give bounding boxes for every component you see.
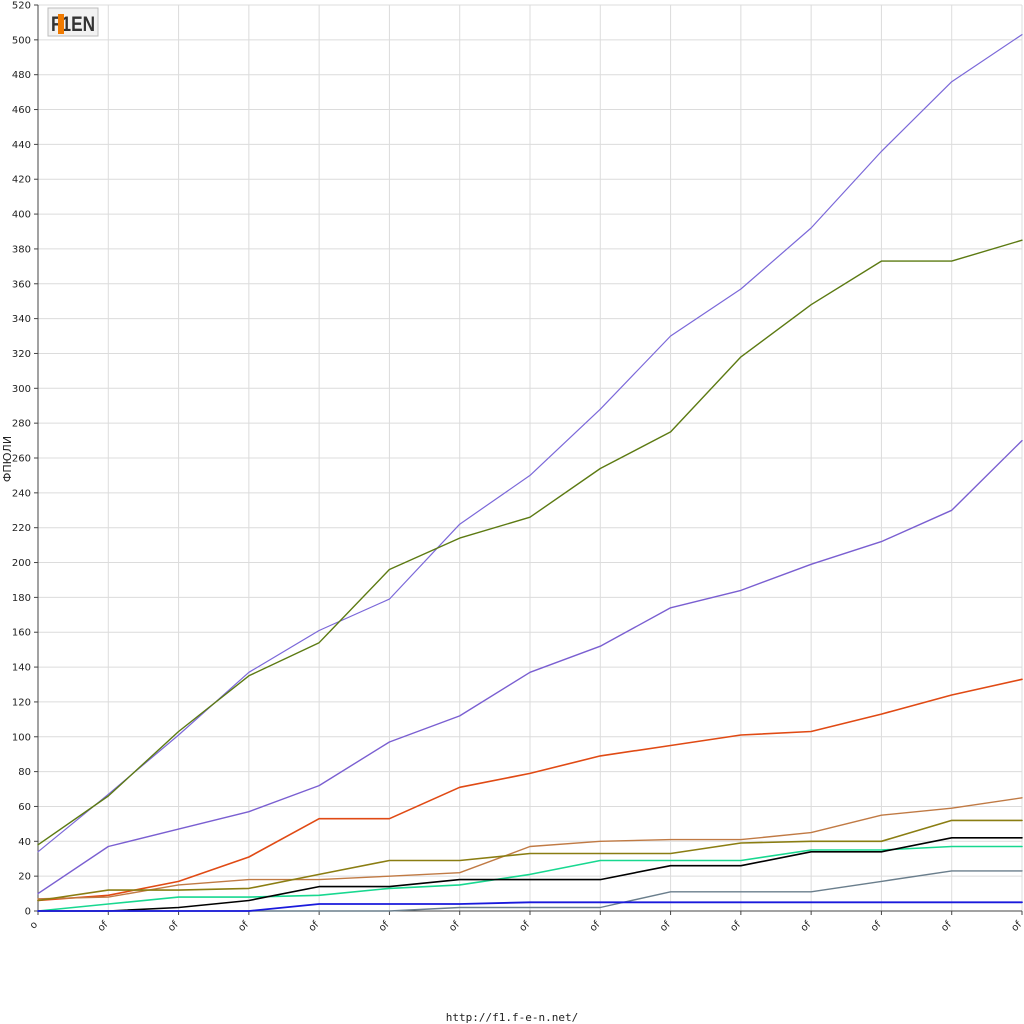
y-tick-label: 240 [12,488,31,499]
footer-url: http://f1.f-e-n.net/ [446,1011,578,1024]
x-tick-label: of [728,919,743,934]
y-tick-label: 20 [18,872,31,883]
y-tick-label: 320 [12,349,31,360]
series-line-10 [37,901,1023,912]
x-tick-label: of [588,919,603,934]
y-tick-label: 500 [12,35,31,46]
y-tick-label: 40 [18,837,31,848]
y-tick-label: 140 [12,663,31,674]
axis-layer: 0 20 40 60 80 100 120 140 160 180 200 220 240 260 280 3… [12,1,1024,934]
y-tick-label: 220 [12,523,31,534]
x-tick-label: of [939,919,954,934]
x-tick-label: of [96,919,111,934]
y-tick-label: 260 [12,454,31,465]
series-layer [37,33,1023,912]
y-tick-label: 380 [12,244,31,255]
x-tick-label: of [377,919,392,934]
grid-layer [38,4,1023,912]
y-tick-label: 120 [12,697,31,708]
x-tick-label: of [307,919,322,934]
x-tick-label: of [518,919,533,934]
series-line-6 [37,819,1023,902]
y-tick-label: 0 [25,907,31,918]
x-tick-label: o [28,919,40,931]
series-line-2 [37,239,1023,846]
y-axis-label: ФПЮЛИ [1,436,14,482]
series-line-7 [37,845,1023,912]
x-tick-label: of [166,919,181,934]
x-tick-label: of [658,919,673,934]
logo: F1EN [47,7,99,37]
x-tick-label: of [236,919,251,934]
y-tick-label: 420 [12,175,31,186]
x-tick-label: of [1010,919,1024,934]
x-tick-label: of [869,919,884,934]
x-tick-label: of [447,919,462,934]
y-tick-label: 80 [18,767,31,778]
y-tick-label: 340 [12,314,31,325]
y-tick-label: 60 [18,802,31,813]
series-line-1 [37,33,1023,853]
logo-text: F1EN [51,13,95,36]
x-tick-label: of [799,919,814,934]
y-tick-label: 100 [12,732,31,743]
y-tick-label: 160 [12,628,31,639]
y-tick-label: 400 [12,210,31,221]
series-line-4 [37,678,1023,902]
y-tick-label: 440 [12,140,31,151]
y-tick-label: 520 [12,1,31,12]
series-line-5 [37,797,1023,900]
y-tick-label: 360 [12,279,31,290]
series-line-8 [37,836,1023,912]
y-tick-label: 460 [12,105,31,116]
y-tick-label: 200 [12,558,31,569]
y-tick-label: 480 [12,70,31,81]
y-tick-label: 300 [12,384,31,395]
y-tick-label: 280 [12,419,31,430]
y-tick-label: 180 [12,593,31,604]
series-line-3 [37,439,1023,895]
